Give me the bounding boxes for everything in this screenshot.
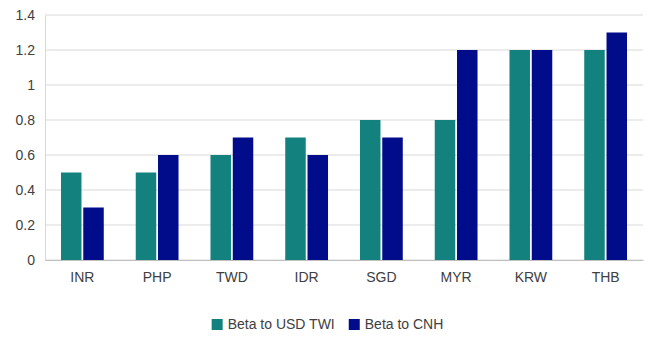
bar xyxy=(285,138,305,261)
y-tick: 1 xyxy=(27,77,45,93)
y-tick: 0 xyxy=(27,252,45,268)
grid-line xyxy=(45,15,643,16)
series xyxy=(61,50,605,260)
grid-line xyxy=(45,260,643,261)
bar xyxy=(308,155,328,260)
bar xyxy=(584,50,604,260)
y-tick: 1.4 xyxy=(16,7,45,23)
bar xyxy=(382,138,402,261)
bar xyxy=(233,138,253,261)
legend-swatch xyxy=(349,319,360,330)
y-tick-label: 0.4 xyxy=(16,182,36,198)
x-tick: PHP xyxy=(143,260,172,285)
x-tick-label: MYR xyxy=(441,269,472,285)
y-tick: 0.4 xyxy=(16,182,45,198)
bar xyxy=(83,208,103,261)
y-tick-label: 1 xyxy=(27,77,35,93)
y-axis: 0 0.2 0.4 0.6 0.8 1 1.2 1.4 xyxy=(16,7,46,268)
grid-line xyxy=(45,50,643,51)
x-tick: THB xyxy=(592,260,620,285)
chart: 0 0.2 0.4 0.6 0.8 1 1.2 1.4 INR PHP TWD IDR SGD MYR KR… xyxy=(0,0,655,345)
grid-line xyxy=(45,120,643,121)
y-tick-label: 0.8 xyxy=(16,112,36,128)
legend-swatch xyxy=(212,319,223,330)
legend-label: Beta to CNH xyxy=(365,316,444,332)
y-tick: 0.8 xyxy=(16,112,45,128)
legend: Beta to USD TWI Beta to CNH xyxy=(212,316,444,332)
plot: 0 0.2 0.4 0.6 0.8 1 1.2 1.4 INR PHP TWD IDR SGD MYR KR… xyxy=(16,7,644,285)
y-axis-line xyxy=(45,16,46,261)
bar xyxy=(136,173,156,261)
x-tick-label: INR xyxy=(70,269,94,285)
x-tick-label: SGD xyxy=(366,269,396,285)
bar xyxy=(509,50,529,260)
y-tick-label: 0.2 xyxy=(16,217,36,233)
x-tick: INR xyxy=(70,260,94,285)
x-tick: TWD xyxy=(216,260,248,285)
grid xyxy=(45,15,643,260)
bar xyxy=(360,120,380,260)
legend-item: Beta to USD TWI xyxy=(212,316,335,332)
bar xyxy=(457,50,477,260)
x-axis-line xyxy=(46,260,644,261)
grid-line xyxy=(45,155,643,156)
grid-line xyxy=(45,190,643,191)
bar xyxy=(435,120,455,260)
x-tick-label: PHP xyxy=(143,269,172,285)
x-tick-label: THB xyxy=(592,269,620,285)
y-tick: 0.2 xyxy=(16,217,45,233)
bar xyxy=(158,155,178,260)
bar xyxy=(61,173,81,261)
y-tick: 0.6 xyxy=(16,147,45,163)
bar xyxy=(607,33,627,261)
grid-line xyxy=(45,85,643,86)
x-tick: MYR xyxy=(441,260,472,285)
x-axis: INR PHP TWD IDR SGD MYR KRW THB xyxy=(46,260,644,285)
bar xyxy=(532,50,552,260)
bars xyxy=(61,33,627,261)
legend-label: Beta to USD TWI xyxy=(228,316,335,332)
x-tick: IDR xyxy=(295,260,319,285)
legend-item: Beta to CNH xyxy=(349,316,444,332)
y-tick-label: 1.2 xyxy=(16,42,36,58)
x-tick-label: TWD xyxy=(216,269,248,285)
x-tick-label: KRW xyxy=(515,269,548,285)
series xyxy=(83,33,627,261)
x-tick: SGD xyxy=(366,260,396,285)
y-tick-label: 0.6 xyxy=(16,147,36,163)
y-tick-label: 0 xyxy=(27,252,35,268)
y-tick-label: 1.4 xyxy=(16,7,36,23)
x-tick: KRW xyxy=(515,260,548,285)
x-tick-label: IDR xyxy=(295,269,319,285)
y-tick: 1.2 xyxy=(16,42,45,58)
grid-line xyxy=(45,225,643,226)
bar xyxy=(210,155,230,260)
